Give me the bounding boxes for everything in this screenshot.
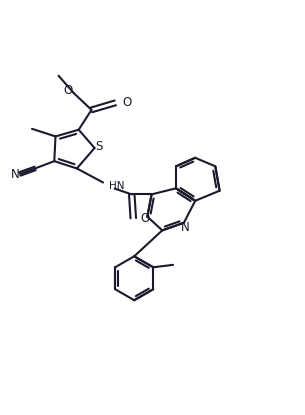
Text: O: O (64, 83, 73, 97)
Text: N: N (181, 222, 190, 234)
Text: O: O (122, 96, 131, 109)
Text: N: N (11, 168, 19, 181)
Text: HN: HN (109, 181, 125, 191)
Text: O: O (140, 212, 149, 225)
Text: S: S (96, 140, 103, 153)
